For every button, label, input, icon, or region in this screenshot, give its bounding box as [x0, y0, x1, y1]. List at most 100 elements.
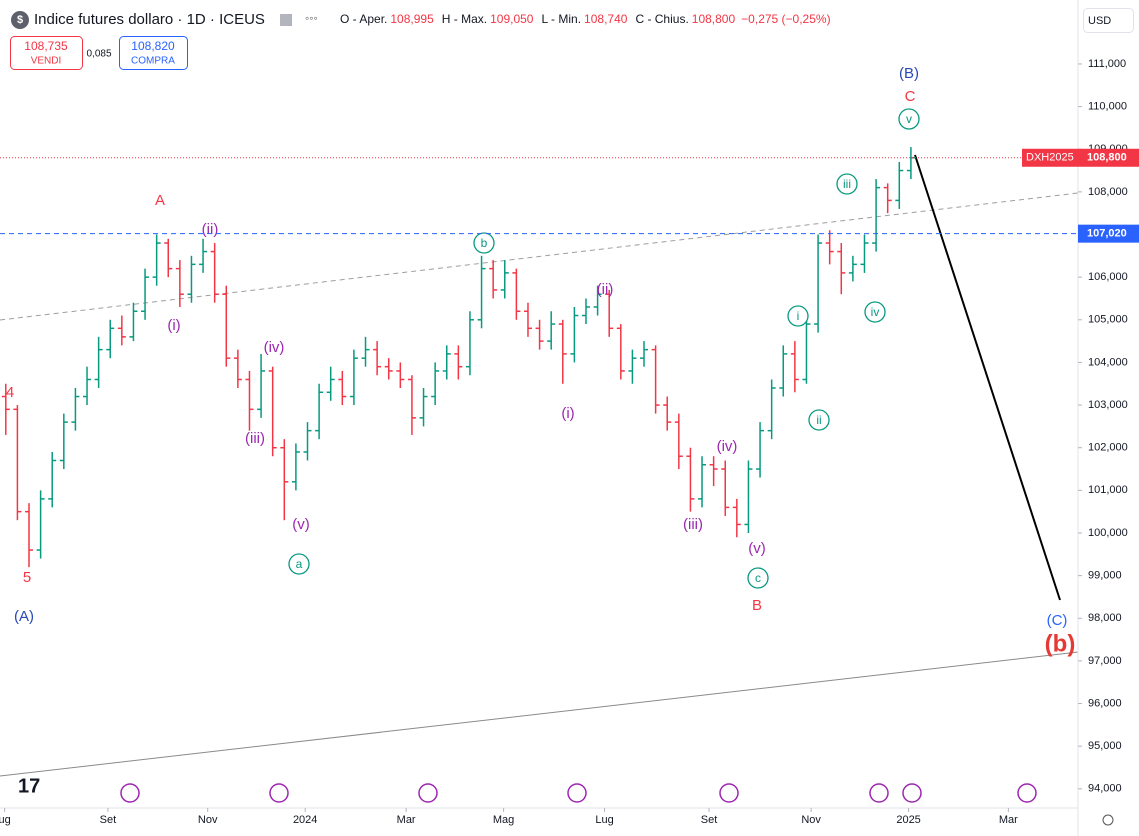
- wave-circle: [288, 553, 310, 575]
- currency: USD: [1088, 15, 1111, 27]
- o-value: 108,995: [390, 12, 434, 26]
- wave-label: A: [155, 192, 165, 209]
- buy-button[interactable]: [119, 36, 188, 70]
- logo: 17: [18, 775, 40, 797]
- event-icon[interactable]: [719, 783, 739, 803]
- wave-label: (A): [14, 608, 34, 625]
- wave-label: (iv): [717, 438, 738, 455]
- y-tick-label: 108,000: [1088, 186, 1128, 198]
- event-icons: [120, 783, 1037, 803]
- x-tick-label: Mar: [999, 814, 1018, 826]
- symbol-icon: [11, 11, 29, 29]
- c-value: 108,800: [692, 12, 736, 26]
- wave-circle: [787, 305, 809, 327]
- y-tick-label: 101,000: [1088, 484, 1128, 496]
- sell-button[interactable]: [10, 36, 83, 70]
- y-tick-label: 104,000: [1088, 356, 1128, 368]
- x-tick-label: Mar: [397, 814, 416, 826]
- y-tick-label: 103,000: [1088, 399, 1128, 411]
- annotations: AC(B)viiib(ii)(i)(iv)(iii)(v)a45(A)(ii)(…: [6, 65, 1076, 657]
- wave-label: iv: [871, 305, 880, 319]
- wave-label: 5: [23, 569, 31, 586]
- price-tag-label: 108,800: [1087, 152, 1127, 164]
- settings-icon[interactable]: [1102, 814, 1114, 826]
- x-tick-label: Mag: [493, 814, 514, 826]
- x-tick-label: Lug: [595, 814, 613, 826]
- wave-label: (B): [899, 65, 919, 82]
- spread: 0,085: [86, 49, 111, 60]
- buy-label: COMPRA: [131, 56, 175, 67]
- y-tick-label: 98,000: [1088, 612, 1122, 624]
- wave-label: (i): [167, 317, 180, 334]
- wave-label: (C): [1047, 612, 1068, 629]
- x-tick-label: 2025: [896, 814, 920, 826]
- event-icon[interactable]: [902, 783, 922, 803]
- event-icon[interactable]: [567, 783, 587, 803]
- wave-label: b: [481, 236, 488, 250]
- y-tick-label: 102,000: [1088, 442, 1128, 454]
- h-label: H - Max.: [442, 12, 487, 26]
- y-tick-label: 97,000: [1088, 655, 1122, 667]
- event-icon[interactable]: [869, 783, 889, 803]
- y-tick-label: 99,000: [1088, 570, 1122, 582]
- y-tick-label: 95,000: [1088, 740, 1122, 752]
- wave-label: (iv): [264, 339, 285, 356]
- symbol-title: Indice futures dollaro · 1D · ICEUS: [34, 11, 265, 28]
- y-tick-label: 105,000: [1088, 314, 1128, 326]
- event-icon[interactable]: [269, 783, 289, 803]
- ohlc-legend: O - Aper. 108,995 H - Max. 109,050 L - Min. 1…: [340, 12, 831, 26]
- x-tick-label: Nov: [198, 814, 218, 826]
- change: −0,275 (−0,25%): [741, 12, 830, 26]
- event-icon[interactable]: [418, 783, 438, 803]
- y-tick-label: 111,000: [1088, 58, 1126, 70]
- price-bars: [1, 147, 915, 568]
- projection-line: [914, 154, 1061, 601]
- c-label: C - Chius.: [635, 12, 688, 26]
- wave-label: (ii): [597, 281, 614, 298]
- x-tick-label: 2024: [293, 814, 317, 826]
- wave-circle: [864, 301, 886, 323]
- h-value: 109,050: [490, 12, 534, 26]
- wave-label: ii: [816, 413, 821, 427]
- x-tick-label: Set: [701, 814, 718, 826]
- wave-label: (iii): [245, 430, 265, 447]
- wave-label: c: [755, 571, 761, 585]
- event-icon[interactable]: [1017, 783, 1037, 803]
- symbol-tag: [1022, 148, 1078, 167]
- event-icon[interactable]: [120, 783, 140, 803]
- flag-icon[interactable]: [280, 14, 292, 26]
- trend-line: [0, 651, 1079, 777]
- wave-label: v: [906, 112, 912, 126]
- wave-label: (i): [561, 405, 574, 422]
- l-label: L - Min.: [541, 12, 581, 26]
- wave-label: (iii): [683, 516, 703, 533]
- symbol-icon-glyph: $: [17, 14, 23, 26]
- wave-circle: [473, 232, 495, 254]
- wave-label: B: [752, 597, 762, 614]
- x-tick-label: ug: [0, 814, 11, 826]
- sell-price: 108,735: [24, 39, 68, 53]
- wave-label: (ii): [202, 221, 219, 238]
- wave-label: (b): [1045, 630, 1076, 657]
- y-tick-label: 96,000: [1088, 697, 1122, 709]
- y-tick-label: 100,000: [1088, 527, 1128, 539]
- wave-label: i: [797, 309, 800, 323]
- trend-line: [0, 192, 1079, 321]
- wave-label: 4: [6, 384, 14, 401]
- x-tick-label: Set: [100, 814, 117, 826]
- buy-price: 108,820: [131, 39, 175, 53]
- more-icon[interactable]: ◦◦◦: [305, 11, 318, 25]
- wave-circle: [747, 567, 769, 589]
- wave-circle: [898, 108, 920, 130]
- y-tick-label: 110,000: [1088, 101, 1127, 113]
- currency-button[interactable]: [1083, 8, 1134, 33]
- price-tag: [1078, 148, 1139, 167]
- wave-label: iii: [843, 177, 851, 191]
- wave-circle: [836, 173, 858, 195]
- symbol-tag-label: DXH2025: [1026, 152, 1074, 164]
- wave-label: C: [905, 88, 916, 105]
- o-label: O - Aper.: [340, 12, 387, 26]
- y-tick-label: 106,000: [1088, 271, 1128, 283]
